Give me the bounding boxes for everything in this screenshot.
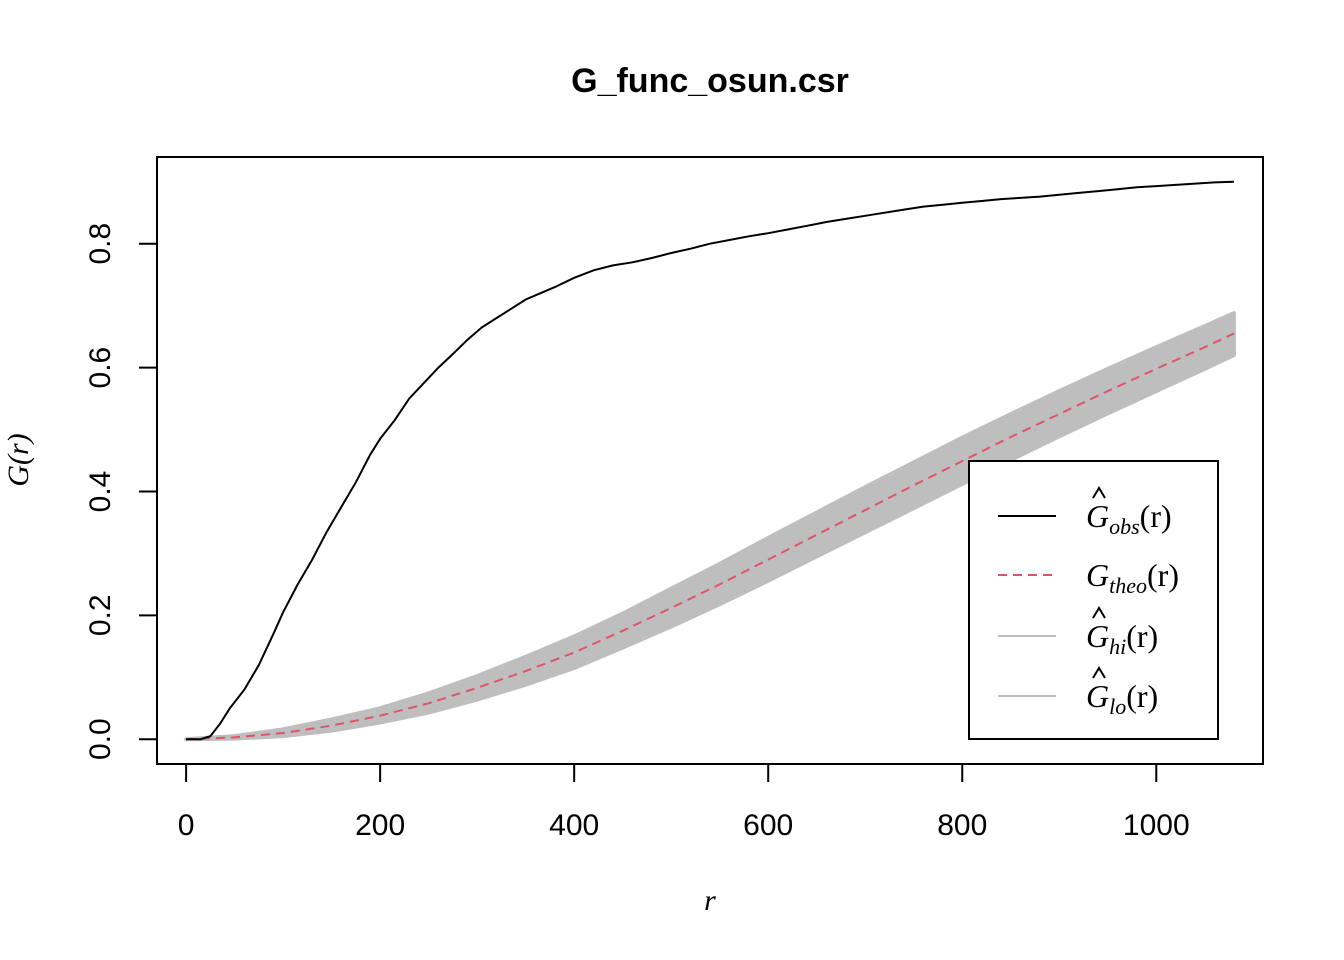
series-theo-line bbox=[186, 332, 1235, 741]
y-axis: 0.0 0.2 0.4 0.6 0.8 bbox=[84, 223, 158, 760]
y-tick-label: 0.8 bbox=[84, 223, 117, 265]
y-tick-label: 0.6 bbox=[84, 347, 117, 389]
x-tick-label: 0 bbox=[178, 809, 195, 842]
hat-accent-icon bbox=[1092, 606, 1106, 619]
y-axis-label: G(r) bbox=[2, 433, 35, 486]
series-hi-line bbox=[186, 312, 1235, 741]
x-axis: 0 200 400 600 800 1000 bbox=[178, 763, 1190, 842]
legend-label-obs: Gobs(r) bbox=[1086, 498, 1172, 539]
series-lines bbox=[186, 180, 1235, 741]
hat-accent-icon bbox=[1092, 486, 1106, 499]
legend-label-theo: Gtheo(r) bbox=[1086, 557, 1179, 598]
y-tick-label: 0.0 bbox=[84, 718, 117, 760]
y-tick-label: 0.4 bbox=[84, 471, 117, 513]
legend-label-hi: Ghi(r) bbox=[1086, 618, 1158, 659]
svg-text:G(r): G(r) bbox=[2, 433, 35, 486]
x-tick-label: 800 bbox=[937, 809, 987, 842]
x-tick-label: 600 bbox=[743, 809, 793, 842]
x-axis-label: r bbox=[704, 884, 716, 917]
x-tick-label: 1000 bbox=[1123, 809, 1190, 842]
legend-label-lo: Glo(r) bbox=[1086, 678, 1158, 719]
x-tick-label: 400 bbox=[549, 809, 599, 842]
x-tick-label: 200 bbox=[355, 809, 405, 842]
y-tick-label: 0.2 bbox=[84, 594, 117, 636]
hat-accent-icon bbox=[1092, 666, 1106, 679]
legend-box bbox=[968, 460, 1219, 740]
chart-title: G_func_osun.csr bbox=[571, 62, 849, 100]
series-lo-line bbox=[186, 354, 1235, 741]
legend: Gobs(r) Gtheo(r) Ghi(r) Glo(r) bbox=[968, 460, 1219, 740]
series-obs-line bbox=[186, 180, 1234, 741]
